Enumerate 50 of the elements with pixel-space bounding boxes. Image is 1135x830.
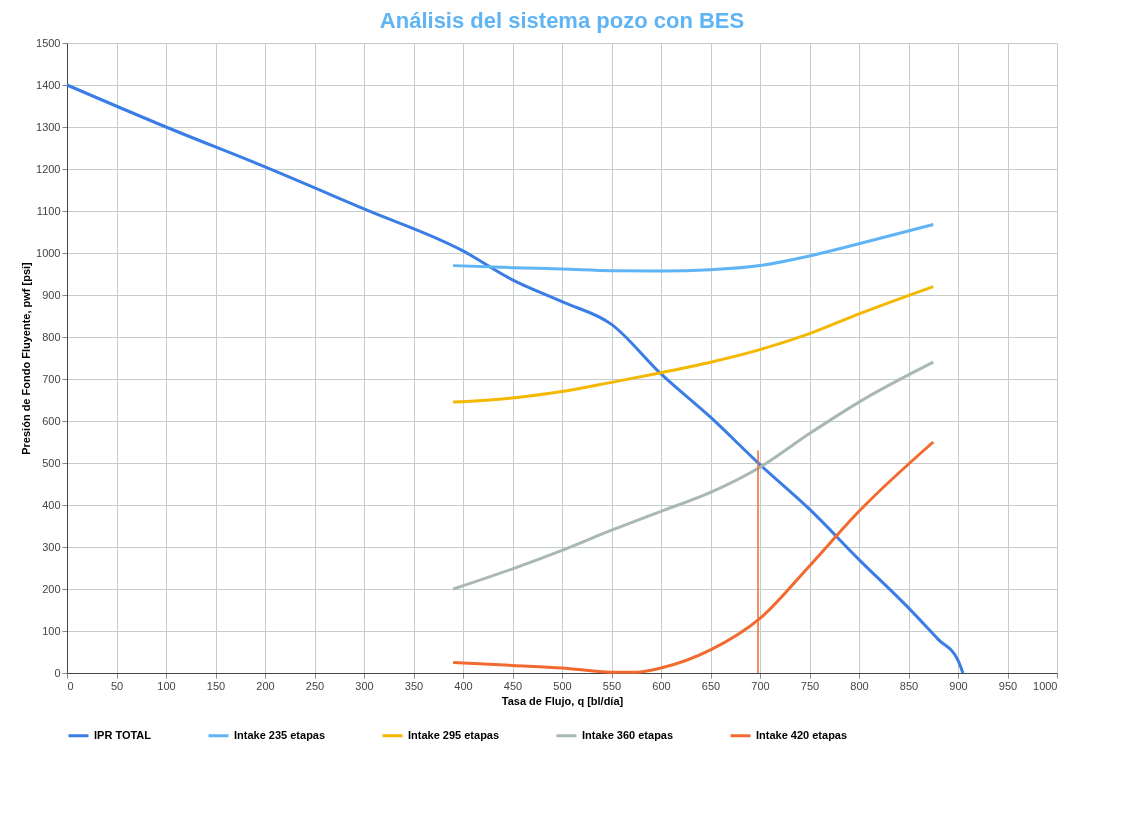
x-tick-label: 800 <box>850 679 869 692</box>
line-series <box>65 83 965 675</box>
x-tick-label: 200 <box>256 679 275 692</box>
x-tick-label: 1000 <box>1033 679 1058 692</box>
x-tick-label: 450 <box>503 679 523 692</box>
y-tick-label: 1400 <box>36 78 61 91</box>
x-tick-label: 650 <box>701 679 721 692</box>
x-tick-label: 850 <box>899 679 919 692</box>
line-series <box>451 222 935 273</box>
y-tick-label: 100 <box>42 624 61 637</box>
y-tick-label: 1200 <box>36 162 61 175</box>
x-tick-label: 600 <box>652 679 671 692</box>
x-tick-label: 500 <box>553 679 572 692</box>
y-tick-label: 300 <box>42 540 61 553</box>
y-tick-label: 800 <box>42 330 61 343</box>
x-tick-label: 150 <box>206 679 226 692</box>
y-tick-label: 500 <box>42 456 61 469</box>
x-tick-label: 300 <box>355 679 374 692</box>
y-tick-label: 1500 <box>36 36 61 49</box>
x-tick-label: 550 <box>602 679 622 692</box>
line-series <box>451 440 935 674</box>
x-tick-label: 400 <box>454 679 473 692</box>
x-tick-label: 250 <box>305 679 325 692</box>
legend-label: Intake 235 etapas <box>234 728 326 741</box>
legend-label: Intake 360 etapas <box>582 728 674 741</box>
x-tick-label: 0 <box>67 679 74 692</box>
line-series <box>451 360 935 591</box>
legend-label: Intake 295 etapas <box>408 728 500 741</box>
y-tick-label: 900 <box>42 288 61 301</box>
chart-title: Análisis del sistema pozo con BES <box>379 8 745 33</box>
x-tick-label: 950 <box>998 679 1018 692</box>
y-tick-label: 200 <box>42 582 61 595</box>
x-tick-label: 750 <box>800 679 820 692</box>
y-tick-label: 700 <box>42 372 61 385</box>
y-tick-label: 1100 <box>36 204 61 217</box>
y-axis-title: Presión de Fondo Fluyente, pwf [psi] <box>20 261 33 455</box>
legend-label: Intake 420 etapas <box>756 728 848 741</box>
legend-label: IPR TOTAL <box>94 728 152 741</box>
y-tick-label: 0 <box>54 666 61 679</box>
y-tick-label: 600 <box>42 414 61 427</box>
line-series <box>451 285 935 404</box>
x-axis-title: Tasa de Flujo, q [bl/día] <box>501 694 624 707</box>
x-tick-label: 700 <box>751 679 770 692</box>
y-tick-label: 1300 <box>36 120 61 133</box>
y-tick-label: 1000 <box>36 246 61 259</box>
x-tick-label: 350 <box>404 679 424 692</box>
x-tick-label: 100 <box>157 679 176 692</box>
x-tick-label: 50 <box>110 679 124 692</box>
y-tick-label: 400 <box>42 498 61 511</box>
x-tick-label: 900 <box>949 679 968 692</box>
